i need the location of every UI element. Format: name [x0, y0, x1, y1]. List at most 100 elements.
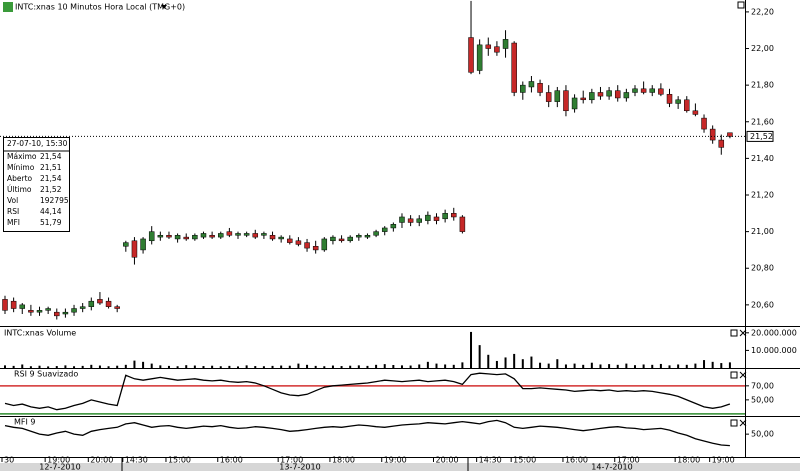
- volume-bar: [435, 363, 438, 368]
- volume-bar: [81, 365, 84, 368]
- volume-bar: [331, 365, 334, 368]
- close-button[interactable]: [739, 329, 747, 337]
- tooltip-value: 21,52: [40, 185, 62, 194]
- volume-bar: [288, 365, 291, 368]
- dropdown-arrow[interactable]: [161, 5, 167, 9]
- volume-bar: [55, 366, 58, 368]
- volume-bar: [703, 360, 706, 368]
- volume-bar: [142, 361, 145, 368]
- candle-body: [407, 218, 414, 223]
- candle-body: [174, 235, 181, 240]
- x-tick-label: 19:00: [384, 456, 407, 465]
- volume-bar: [728, 362, 731, 368]
- volume-bar: [38, 365, 41, 368]
- tooltip-label: Máximo: [7, 152, 37, 161]
- candle-body: [243, 233, 250, 236]
- candle-body: [563, 90, 569, 112]
- tooltip-box: [3, 137, 70, 232]
- x-tick-label: 20:00: [436, 456, 459, 465]
- candle-body: [606, 90, 612, 97]
- candle-body: [451, 213, 457, 218]
- volume-bar: [633, 365, 636, 368]
- candle-body: [580, 97, 586, 101]
- volume-bar: [73, 366, 76, 368]
- volume-bar: [47, 366, 50, 368]
- candle-body: [54, 311, 60, 317]
- x-tick-label: 14:30: [479, 456, 502, 465]
- maximize-button[interactable]: [730, 419, 738, 427]
- close-button[interactable]: [739, 419, 747, 427]
- y-tick-label: 70,00: [751, 381, 774, 390]
- candle-body: [2, 299, 8, 311]
- indicator-line: [4, 419, 730, 447]
- candle-body: [528, 81, 535, 88]
- tooltip-value: 51,79: [40, 218, 62, 227]
- candle-body: [287, 238, 293, 243]
- candle-body: [330, 236, 336, 242]
- x-tick-label: 20:00: [90, 456, 113, 465]
- candle-body: [416, 218, 422, 223]
- frame: [0, 0, 800, 458]
- volume-bar: [452, 364, 455, 368]
- candle-body: [442, 213, 448, 220]
- last-price-box: [746, 130, 774, 142]
- chart-header: INTC:xnas 10 Minutos Hora Local (TMG+0): [15, 3, 185, 12]
- tooltip-value: 44,14: [40, 207, 62, 216]
- maximize-button[interactable]: [730, 329, 738, 337]
- close-button[interactable]: [739, 371, 747, 379]
- volume-bar: [547, 363, 550, 368]
- candle-body: [373, 231, 379, 236]
- tooltip-label: MFI: [7, 218, 20, 227]
- y-tick-label: 21,40: [751, 154, 774, 163]
- volume-bar: [297, 363, 300, 368]
- candle-body: [494, 46, 500, 53]
- volume-bar: [400, 365, 403, 368]
- candle-body: [718, 139, 725, 148]
- volume-bar: [176, 366, 179, 368]
- symbol-icon[interactable]: [3, 2, 13, 12]
- candle-body: [597, 92, 604, 97]
- candle-body: [658, 88, 664, 95]
- volume-bar: [478, 345, 481, 368]
- candle-body: [140, 238, 146, 251]
- tooltip-label: Aberto: [7, 174, 33, 183]
- y-tick-label: 50,00: [751, 430, 774, 439]
- volume-bar: [616, 364, 619, 368]
- candle-body: [261, 233, 267, 236]
- panel-title: RSI 9 Suavizado: [14, 370, 78, 379]
- date-strip: [0, 463, 800, 471]
- candle-body: [468, 37, 474, 73]
- x-tick-label: 18:00: [677, 456, 700, 465]
- candle-body: [675, 99, 681, 104]
- candle-body: [571, 97, 578, 110]
- volume-bar: [720, 363, 723, 368]
- candle-body: [459, 216, 466, 232]
- y-tick-label: 21,80: [751, 81, 774, 90]
- candle-body: [347, 236, 353, 242]
- candle-body: [123, 242, 129, 247]
- y-tick-label: 10.000.000: [751, 346, 797, 355]
- volume-bar: [694, 363, 697, 368]
- x-tick-label: 16:00: [220, 456, 243, 465]
- volume-bar: [280, 365, 283, 368]
- volume-bar: [237, 366, 240, 368]
- candle-body: [632, 88, 638, 93]
- tooltip-title: 27-07-10, 15:30: [7, 139, 68, 148]
- candle-body: [390, 224, 397, 229]
- volume-bar: [513, 353, 516, 368]
- volume-bar: [677, 364, 680, 368]
- last-price-label: 21,52: [750, 132, 773, 141]
- volume-bar: [418, 364, 421, 368]
- candle-body: [727, 132, 733, 137]
- volume-bar: [349, 365, 352, 368]
- candle-body: [321, 238, 328, 251]
- candle-body: [666, 94, 673, 104]
- close-main[interactable]: [737, 1, 745, 9]
- candle-body: [36, 310, 43, 313]
- tooltip-value: 21,51: [40, 163, 62, 172]
- volume-bar: [539, 362, 542, 368]
- volume-bar: [651, 364, 654, 368]
- maximize-button[interactable]: [730, 371, 738, 379]
- volume-bar: [185, 365, 188, 368]
